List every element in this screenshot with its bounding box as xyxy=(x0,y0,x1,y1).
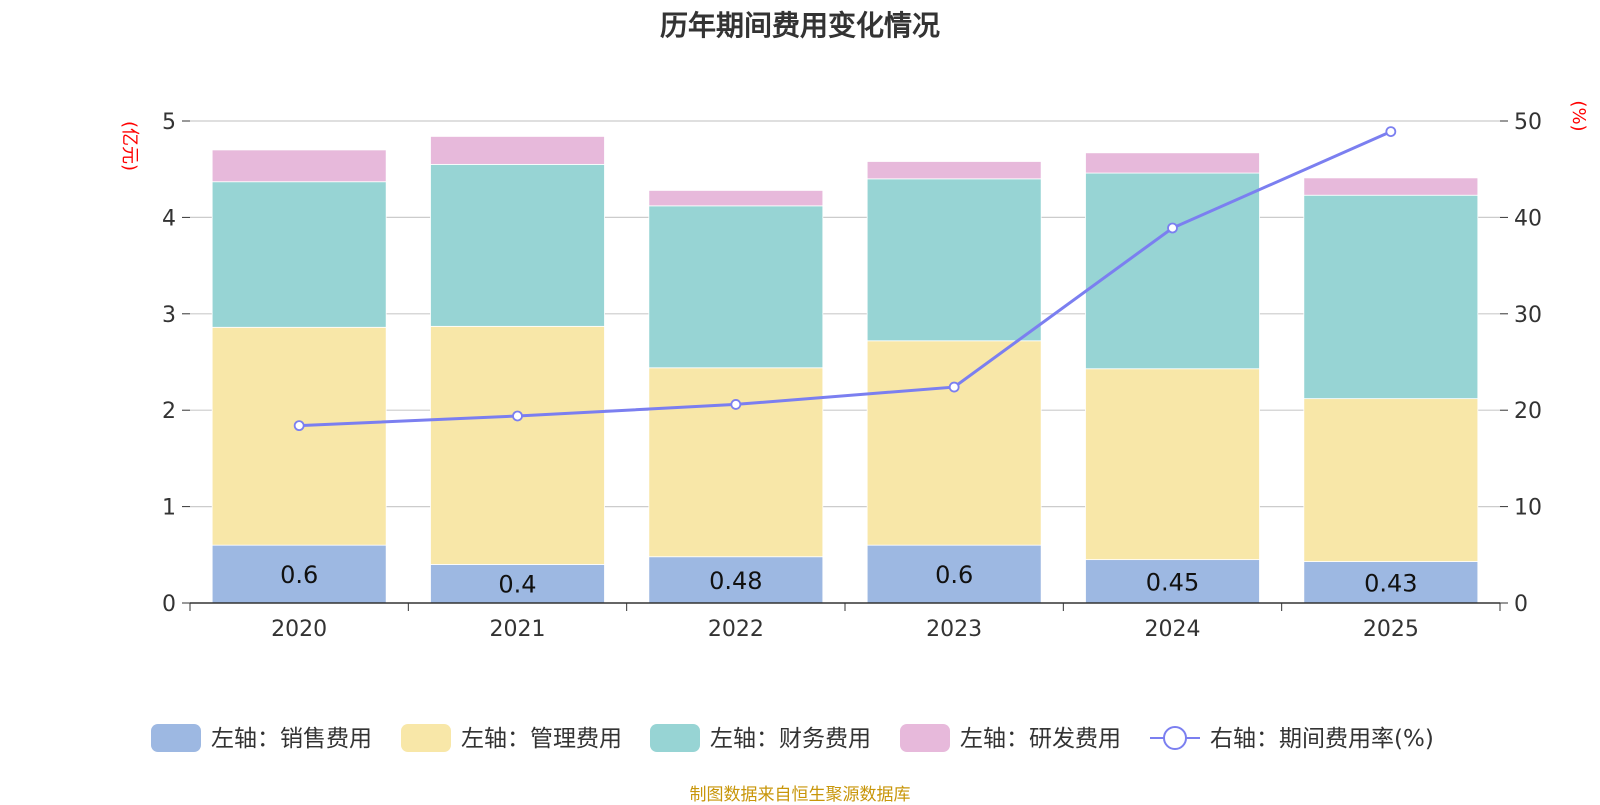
legend-marker xyxy=(1163,726,1187,750)
left-axis-unit-label: (亿元) xyxy=(119,121,140,171)
legend-label: 左轴：财务费用 xyxy=(710,726,871,752)
right-axis-tick-label: 50 xyxy=(1514,110,1542,135)
bar-2-2022 xyxy=(648,367,824,558)
data-labels: 0.6 0.4 0.48 0.6 0.45 0.43 xyxy=(280,561,1417,599)
bar-4-2025 xyxy=(1303,177,1479,196)
right-axis-tick-label: 20 xyxy=(1514,399,1542,424)
rate-point xyxy=(1167,222,1178,234)
right-axis-unit-label: (%) xyxy=(1568,100,1589,131)
left-axis-tick-label: 3 xyxy=(162,303,176,328)
bar-1-2020 xyxy=(211,544,387,604)
bar-value-label: 0.6 xyxy=(935,561,973,589)
bar-value-label: 0.48 xyxy=(709,567,762,595)
left-axis-tick-label: 5 xyxy=(162,110,176,135)
x-axis-tick-label: 2024 xyxy=(1145,617,1201,642)
bar-3-2021 xyxy=(430,163,605,327)
legend-swatch xyxy=(900,724,950,752)
source-note: 制图数据来自恒生聚源数据库 xyxy=(689,785,911,805)
right-axis-tick-label: 30 xyxy=(1514,303,1542,328)
right-axis-tick-label: 0 xyxy=(1514,592,1528,617)
bar-3-2025 xyxy=(1303,194,1479,400)
bar-2-2023 xyxy=(866,340,1042,546)
legend-label: 右轴：期间费用率(%) xyxy=(1210,726,1434,752)
left-axis-tick-label: 0 xyxy=(162,592,176,617)
left-axis-tick-label: 4 xyxy=(162,206,176,231)
bar-value-label: 0.6 xyxy=(280,561,318,589)
bar-value-label: 0.43 xyxy=(1364,569,1417,597)
rate-line xyxy=(299,130,1392,428)
bar-4-2020 xyxy=(211,149,387,183)
bar-layer xyxy=(211,136,1479,604)
bar-1-2024 xyxy=(1085,559,1260,604)
x-axis-tick-label: 2020 xyxy=(271,617,327,642)
x-axis-tick-label: 2023 xyxy=(926,617,982,642)
bar-2-2024 xyxy=(1085,368,1260,561)
left-axis-tick-label: 1 xyxy=(162,496,176,521)
bar-3-2023 xyxy=(866,178,1042,342)
bar-3-2020 xyxy=(211,181,387,328)
x-axis-tick-label: 2021 xyxy=(490,617,546,642)
rate-point xyxy=(948,381,960,393)
rate-point xyxy=(730,399,742,410)
legend-label: 左轴：研发费用 xyxy=(960,726,1121,752)
bar-4-2024 xyxy=(1085,152,1260,174)
bar-4-2023 xyxy=(866,161,1042,180)
bar-2-2020 xyxy=(211,326,387,546)
x-axis-tick-label: 2022 xyxy=(708,617,764,642)
legend: 左轴：销售费用 左轴：管理费用 左轴：财务费用 左轴：研发费用 右轴：期间费用率(%) xyxy=(151,724,1434,752)
bar-3-2022 xyxy=(648,205,824,369)
chart-title: 历年期间费用变化情况 xyxy=(659,9,940,42)
legend-swatch xyxy=(151,724,201,752)
bar-2-2025 xyxy=(1303,398,1479,562)
bar-4-2021 xyxy=(430,136,605,165)
legend-swatch xyxy=(650,724,700,752)
rate-point xyxy=(1385,126,1397,138)
legend-swatch xyxy=(401,724,451,752)
bar-1-2022 xyxy=(648,556,824,604)
legend-label: 左轴：销售费用 xyxy=(211,726,372,752)
bar-4-2022 xyxy=(648,190,824,207)
bar-2-2021 xyxy=(430,325,605,565)
x-axis-tick-label: 2025 xyxy=(1363,617,1419,642)
bar-value-label: 0.45 xyxy=(1146,568,1199,596)
left-axis-tick-label: 2 xyxy=(162,399,176,424)
bar-1-2021 xyxy=(430,564,605,604)
bar-value-label: 0.4 xyxy=(498,571,536,599)
bar-1-2023 xyxy=(866,544,1042,604)
rate-line-layer xyxy=(293,126,1397,432)
right-axis-tick-label: 10 xyxy=(1514,496,1542,521)
rate-point xyxy=(293,420,305,432)
legend-label: 左轴：管理费用 xyxy=(461,726,622,752)
rate-point xyxy=(512,410,523,422)
right-axis-tick-label: 40 xyxy=(1514,206,1542,231)
grid-lines xyxy=(190,120,1500,508)
